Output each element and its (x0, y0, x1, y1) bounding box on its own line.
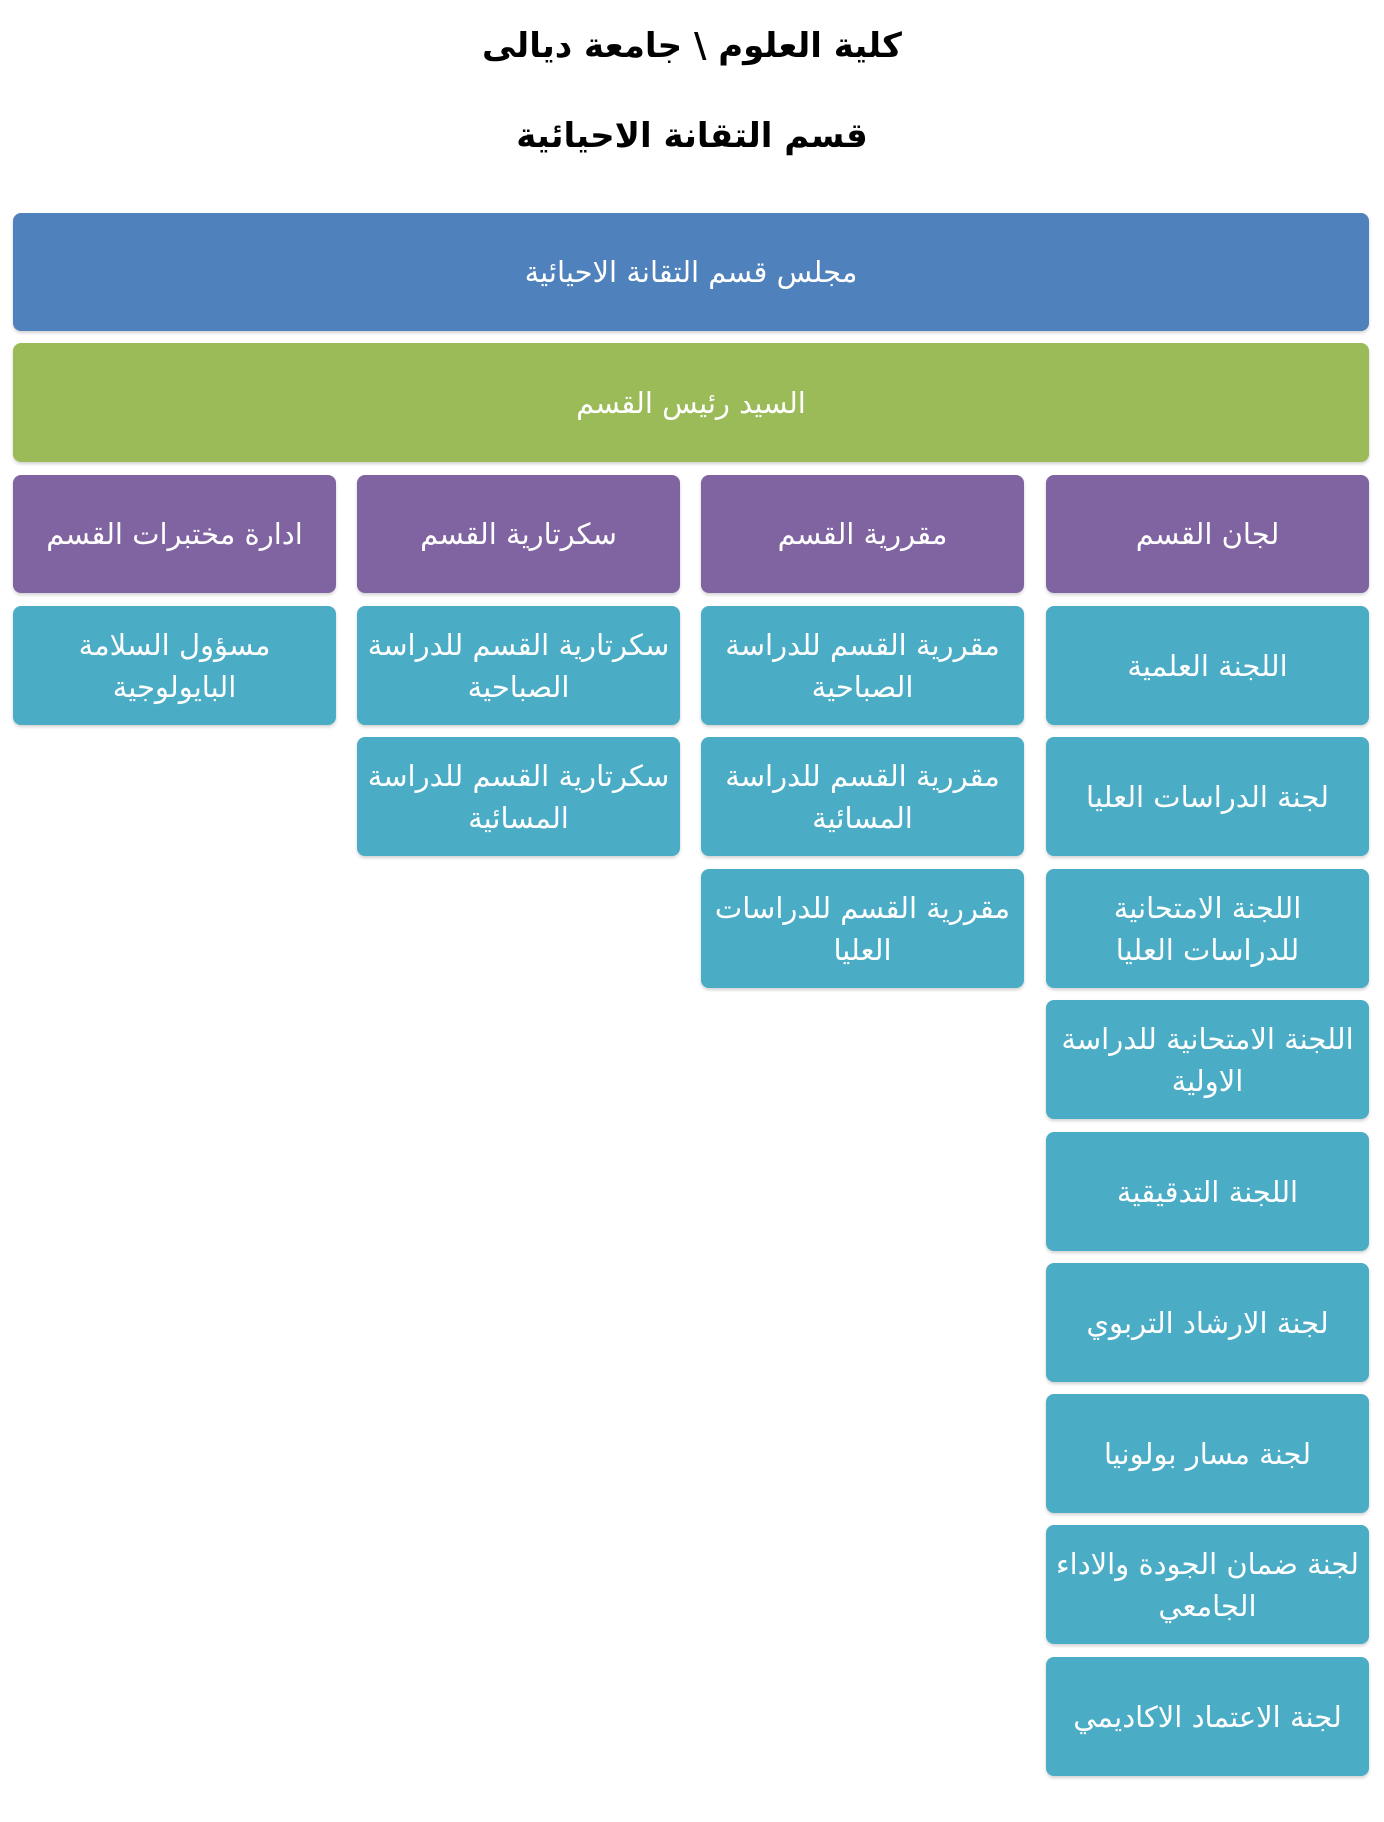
unit-box: مقررية القسم للدراسة الصباحية (701, 606, 1024, 725)
unit-box: لجنة ضمان الجودة والاداء الجامعي (1046, 1525, 1369, 1644)
unit-box: اللجنة التدقيقية (1046, 1132, 1369, 1251)
department-head-box: السيد رئيس القسم (13, 343, 1369, 462)
unit-box: سكرتارية القسم للدراسة المسائية (357, 737, 680, 856)
unit-box: اللجنة الامتحانية للدراسة الاولية (1046, 1000, 1369, 1119)
unit-box: سكرتارية القسم للدراسة الصباحية (357, 606, 680, 725)
branch-labs-management: ادارة مختبرات القسم (13, 475, 336, 593)
unit-box: مقررية القسم للدراسة المسائية (701, 737, 1024, 856)
unit-box: اللجنة الامتحانية للدراسات العليا (1046, 869, 1369, 988)
page-title: كلية العلوم \ جامعة ديالى (482, 26, 902, 66)
branch-secretariat: سكرتارية القسم (357, 475, 680, 593)
unit-box: مقررية القسم للدراسات العليا (701, 869, 1024, 988)
unit-box: لجنة مسار بولونيا (1046, 1394, 1369, 1513)
page-subtitle: قسم التقانة الاحيائية (516, 116, 868, 156)
unit-box: لجنة الاعتماد الاكاديمي (1046, 1657, 1369, 1776)
department-council-box: مجلس قسم التقانة الاحيائية (13, 213, 1369, 331)
unit-box: لجنة الارشاد التربوي (1046, 1263, 1369, 1382)
unit-box: مسؤول السلامة البايولوجية (13, 606, 336, 725)
unit-box: لجنة الدراسات العليا (1046, 737, 1369, 856)
unit-box: اللجنة العلمية (1046, 606, 1369, 725)
branch-rapporteurs: مقررية القسم (701, 475, 1024, 593)
branch-committees: لجان القسم (1046, 475, 1369, 593)
